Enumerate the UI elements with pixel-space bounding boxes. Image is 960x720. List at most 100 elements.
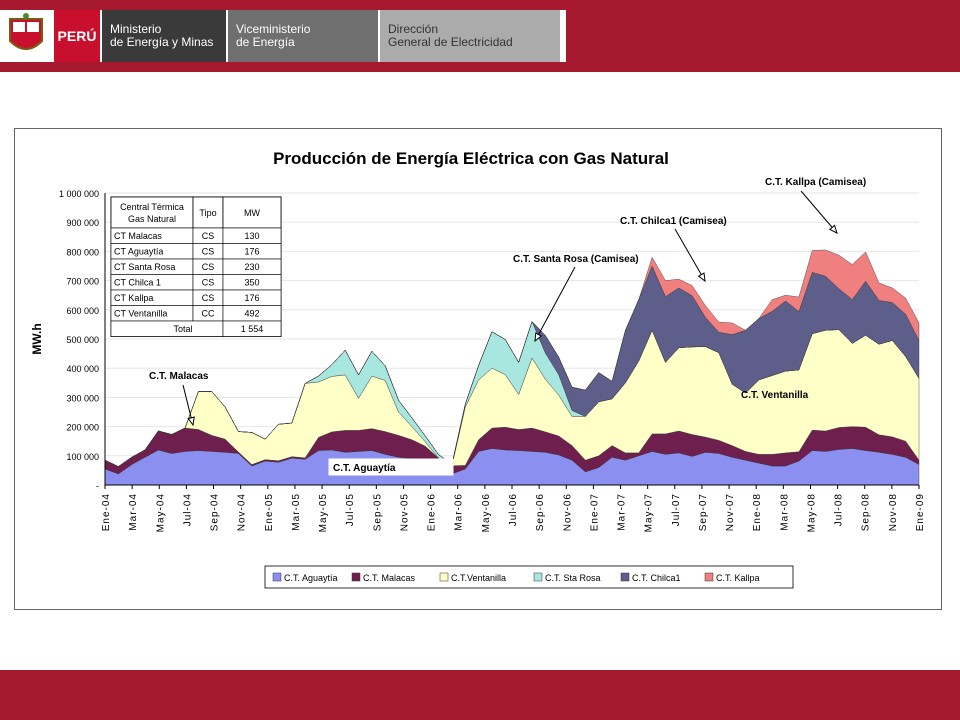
y-tick-label: 400 000 — [66, 364, 99, 374]
legend-label: C.T. Malacas — [363, 573, 416, 583]
annotation-chilca-arrow-head — [697, 272, 706, 283]
annotation-chilca: C.T. Chilca1 (Camisea) — [620, 216, 727, 227]
legend-label: C.T. Sta Rosa — [545, 573, 601, 583]
legend-swatch — [351, 572, 361, 582]
x-tick-label: Sep-07 — [698, 493, 709, 531]
annotation-kallpa-arrow — [800, 190, 838, 234]
table-cell-text: 176 — [244, 293, 259, 303]
legend-swatch — [533, 572, 543, 582]
table-cell-text: CT Chilca 1 — [114, 278, 161, 288]
x-tick-label: Nov-08 — [888, 493, 899, 531]
legend-swatch — [272, 572, 282, 582]
government-logo: PERÚ Ministerio de Energía y Minas Vicemi… — [0, 10, 566, 62]
legend-box — [264, 565, 794, 589]
x-tick-label: Jul-06 — [508, 493, 519, 526]
table-header-cell — [222, 196, 282, 229]
table-header-cell — [110, 196, 194, 229]
table-total-label-cell — [110, 320, 224, 337]
x-tick-label: Sep-04 — [210, 493, 221, 531]
coat-of-arms-icon — [0, 10, 52, 62]
table-header-text: Central Térmica — [120, 202, 184, 212]
annotation-kallpa: C.T. Kallpa (Camisea) — [765, 177, 866, 188]
annotation-santa-rosa-arrow-head — [534, 332, 543, 343]
energy-chart: Producción de Energía Eléctrica con Gas … — [30, 149, 926, 589]
table-cell-text: 350 — [244, 278, 259, 288]
table-header-text: Gas Natural — [128, 214, 176, 224]
annotation-santa-rosa: C.T. Santa Rosa (Camisea) — [513, 254, 639, 265]
legend-label: C.T.Ventanilla — [451, 573, 506, 583]
y-tick-label: 100 000 — [66, 452, 99, 462]
annotation-aguaytia-box — [328, 458, 454, 476]
y-axis-label: MW.h — [30, 323, 44, 354]
y-tick-label: 200 000 — [66, 423, 99, 433]
direction-label: Dirección General de Electricidad — [380, 10, 560, 62]
chart-frame: Producción de Energía Eléctrica con Gas … — [14, 128, 942, 610]
table-cell-text: CS — [202, 231, 215, 241]
table-total-label: Total — [173, 324, 192, 334]
x-tick-label: Sep-05 — [372, 493, 383, 531]
y-tick-label: 1 000 000 — [59, 189, 99, 199]
series-area-5 — [104, 249, 920, 467]
x-tick-label: Mar-05 — [291, 493, 302, 531]
legend-label: C.T. Chilca1 — [632, 573, 681, 583]
annotation-kallpa-arrow-head — [828, 224, 838, 234]
y-tick-label: - — [96, 481, 99, 491]
x-tick-label: Ene-08 — [752, 493, 763, 531]
table-total-value-cell — [222, 320, 282, 337]
annotation-chilca-arrow — [674, 228, 706, 282]
x-tick-label: Ene-05 — [264, 493, 275, 531]
y-tick-label: 500 000 — [66, 335, 99, 345]
table-cell-text: CS — [202, 262, 215, 272]
table-cell-text: 492 — [244, 309, 259, 319]
table-total-value: 1 554 — [241, 324, 264, 334]
x-tick-label: Jul-08 — [834, 493, 845, 526]
x-tick-label: Mar-08 — [779, 493, 790, 531]
table-cell-text: CS — [202, 247, 215, 257]
legend-swatch — [704, 572, 714, 582]
country-label: PERÚ — [54, 10, 100, 62]
annotation-ventanilla: C.T. Ventanilla — [741, 390, 809, 401]
legend-swatch — [439, 572, 449, 582]
x-tick-label: Nov-06 — [562, 493, 573, 531]
x-tick-label: Mar-04 — [128, 493, 139, 531]
table-cell-text: 176 — [244, 247, 259, 257]
x-tick-label: May-07 — [644, 493, 655, 532]
header-bar: PERÚ Ministerio de Energía y Minas Vicemi… — [0, 0, 960, 72]
x-tick-label: May-04 — [155, 493, 166, 532]
x-tick-label: May-06 — [481, 493, 492, 532]
table-cell-text: 230 — [244, 262, 259, 272]
x-tick-label: Nov-05 — [399, 493, 410, 531]
table-header-text: Tipo — [199, 208, 216, 218]
x-tick-label: Nov-04 — [237, 493, 248, 531]
x-tick-label: Sep-08 — [861, 493, 872, 531]
table-cell-text: CS — [202, 293, 215, 303]
annotation-aguaytia: C.T. Aguaytía — [333, 463, 396, 474]
vice-ministry-label: Viceministerio de Energía — [228, 10, 378, 62]
x-tick-label: May-08 — [806, 493, 817, 532]
annotation-malacas-arrow-head — [187, 416, 195, 427]
y-tick-label: 800 000 — [66, 247, 99, 257]
y-tick-label: 900 000 — [66, 218, 99, 228]
x-tick-label: Mar-06 — [454, 493, 465, 531]
ministry-label: Ministerio de Energía y Minas — [102, 10, 226, 62]
y-tick-label: 700 000 — [66, 277, 99, 287]
annotation-santa-rosa-arrow — [534, 266, 576, 342]
legend-label: C.T. Aguaytía — [284, 573, 338, 583]
x-tick-label: Nov-07 — [725, 493, 736, 531]
x-tick-label: Jul-05 — [345, 493, 356, 526]
chart-title: Producción de Energía Eléctrica con Gas … — [273, 149, 669, 168]
x-tick-label: Jul-07 — [671, 493, 682, 526]
x-tick-label: May-05 — [318, 493, 329, 532]
x-tick-label: Sep-06 — [535, 493, 546, 531]
y-tick-label: 600 000 — [66, 306, 99, 316]
legend-label: C.T. Kallpa — [716, 573, 760, 583]
table-cell-text: CT Ventanilla — [114, 309, 167, 319]
table-cell-text: CT Malacas — [114, 231, 162, 241]
legend-swatch — [620, 572, 630, 582]
table-cell-text: 130 — [244, 231, 259, 241]
table-cell-text: CS — [202, 278, 215, 288]
annotation-malacas: C.T. Malacas — [149, 371, 209, 382]
x-tick-label: Mar-07 — [617, 493, 628, 531]
table-cell-text: CT Aguaytía — [114, 247, 163, 257]
table-header-cell — [192, 196, 224, 229]
